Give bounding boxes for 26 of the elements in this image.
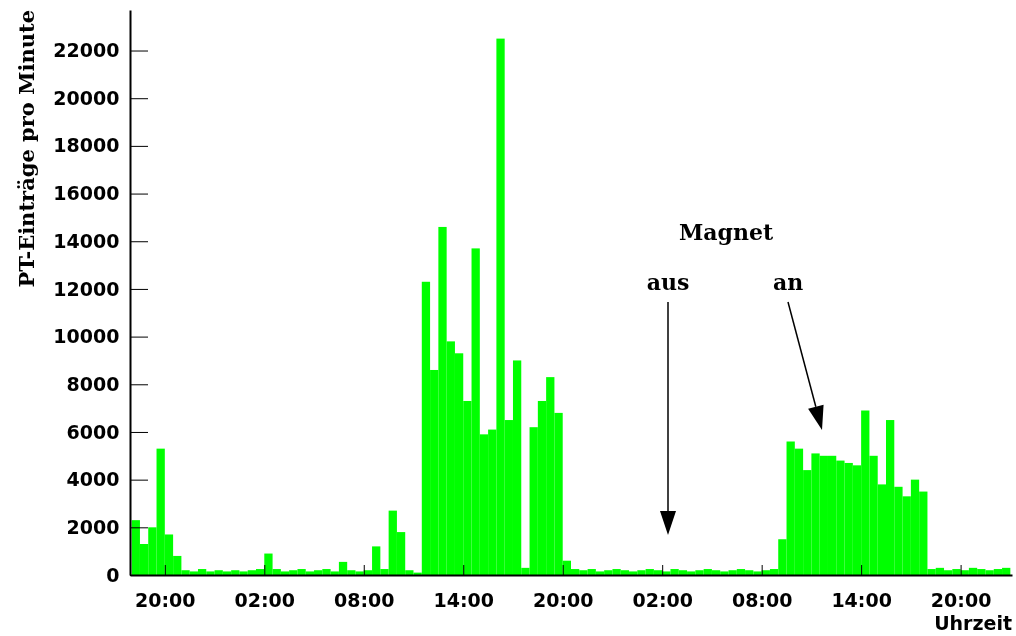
annotation: aus xyxy=(646,269,690,295)
x-tick-label: 08:00 xyxy=(334,588,395,611)
annotation: an xyxy=(772,269,804,295)
y-tick-label: 22000 xyxy=(53,39,120,62)
x-axis-title: Uhrzeit xyxy=(934,612,1012,634)
y-tick-label: 6000 xyxy=(66,420,120,443)
y-tick-label: 20000 xyxy=(53,86,120,109)
x-tick-label: 20:00 xyxy=(135,588,196,611)
y-tick-label: 10000 xyxy=(53,325,120,348)
x-tick-label: 14:00 xyxy=(831,588,892,611)
y-tick-label: 14000 xyxy=(53,229,120,252)
y-tick-label: 18000 xyxy=(53,134,120,157)
x-tick-label: 02:00 xyxy=(632,588,693,611)
x-tick-label: 08:00 xyxy=(731,588,793,611)
y-tick-label: 0 xyxy=(106,563,120,586)
x-tick-label: 14:00 xyxy=(433,588,494,611)
y-tick-label: 2000 xyxy=(66,515,120,538)
y-axis-title: PT-Einträge pro Minute xyxy=(14,10,39,288)
x-tick-label: 20:00 xyxy=(930,588,992,611)
x-tick-label: 20:00 xyxy=(532,588,594,611)
y-tick-label: 8000 xyxy=(66,372,120,395)
y-tick-label: 4000 xyxy=(66,468,120,491)
x-tick-label: 02:00 xyxy=(234,588,296,611)
y-tick-label: 16000 xyxy=(53,182,120,205)
y-tick-label: 12000 xyxy=(53,277,120,300)
annotation: Magnet xyxy=(678,219,774,245)
